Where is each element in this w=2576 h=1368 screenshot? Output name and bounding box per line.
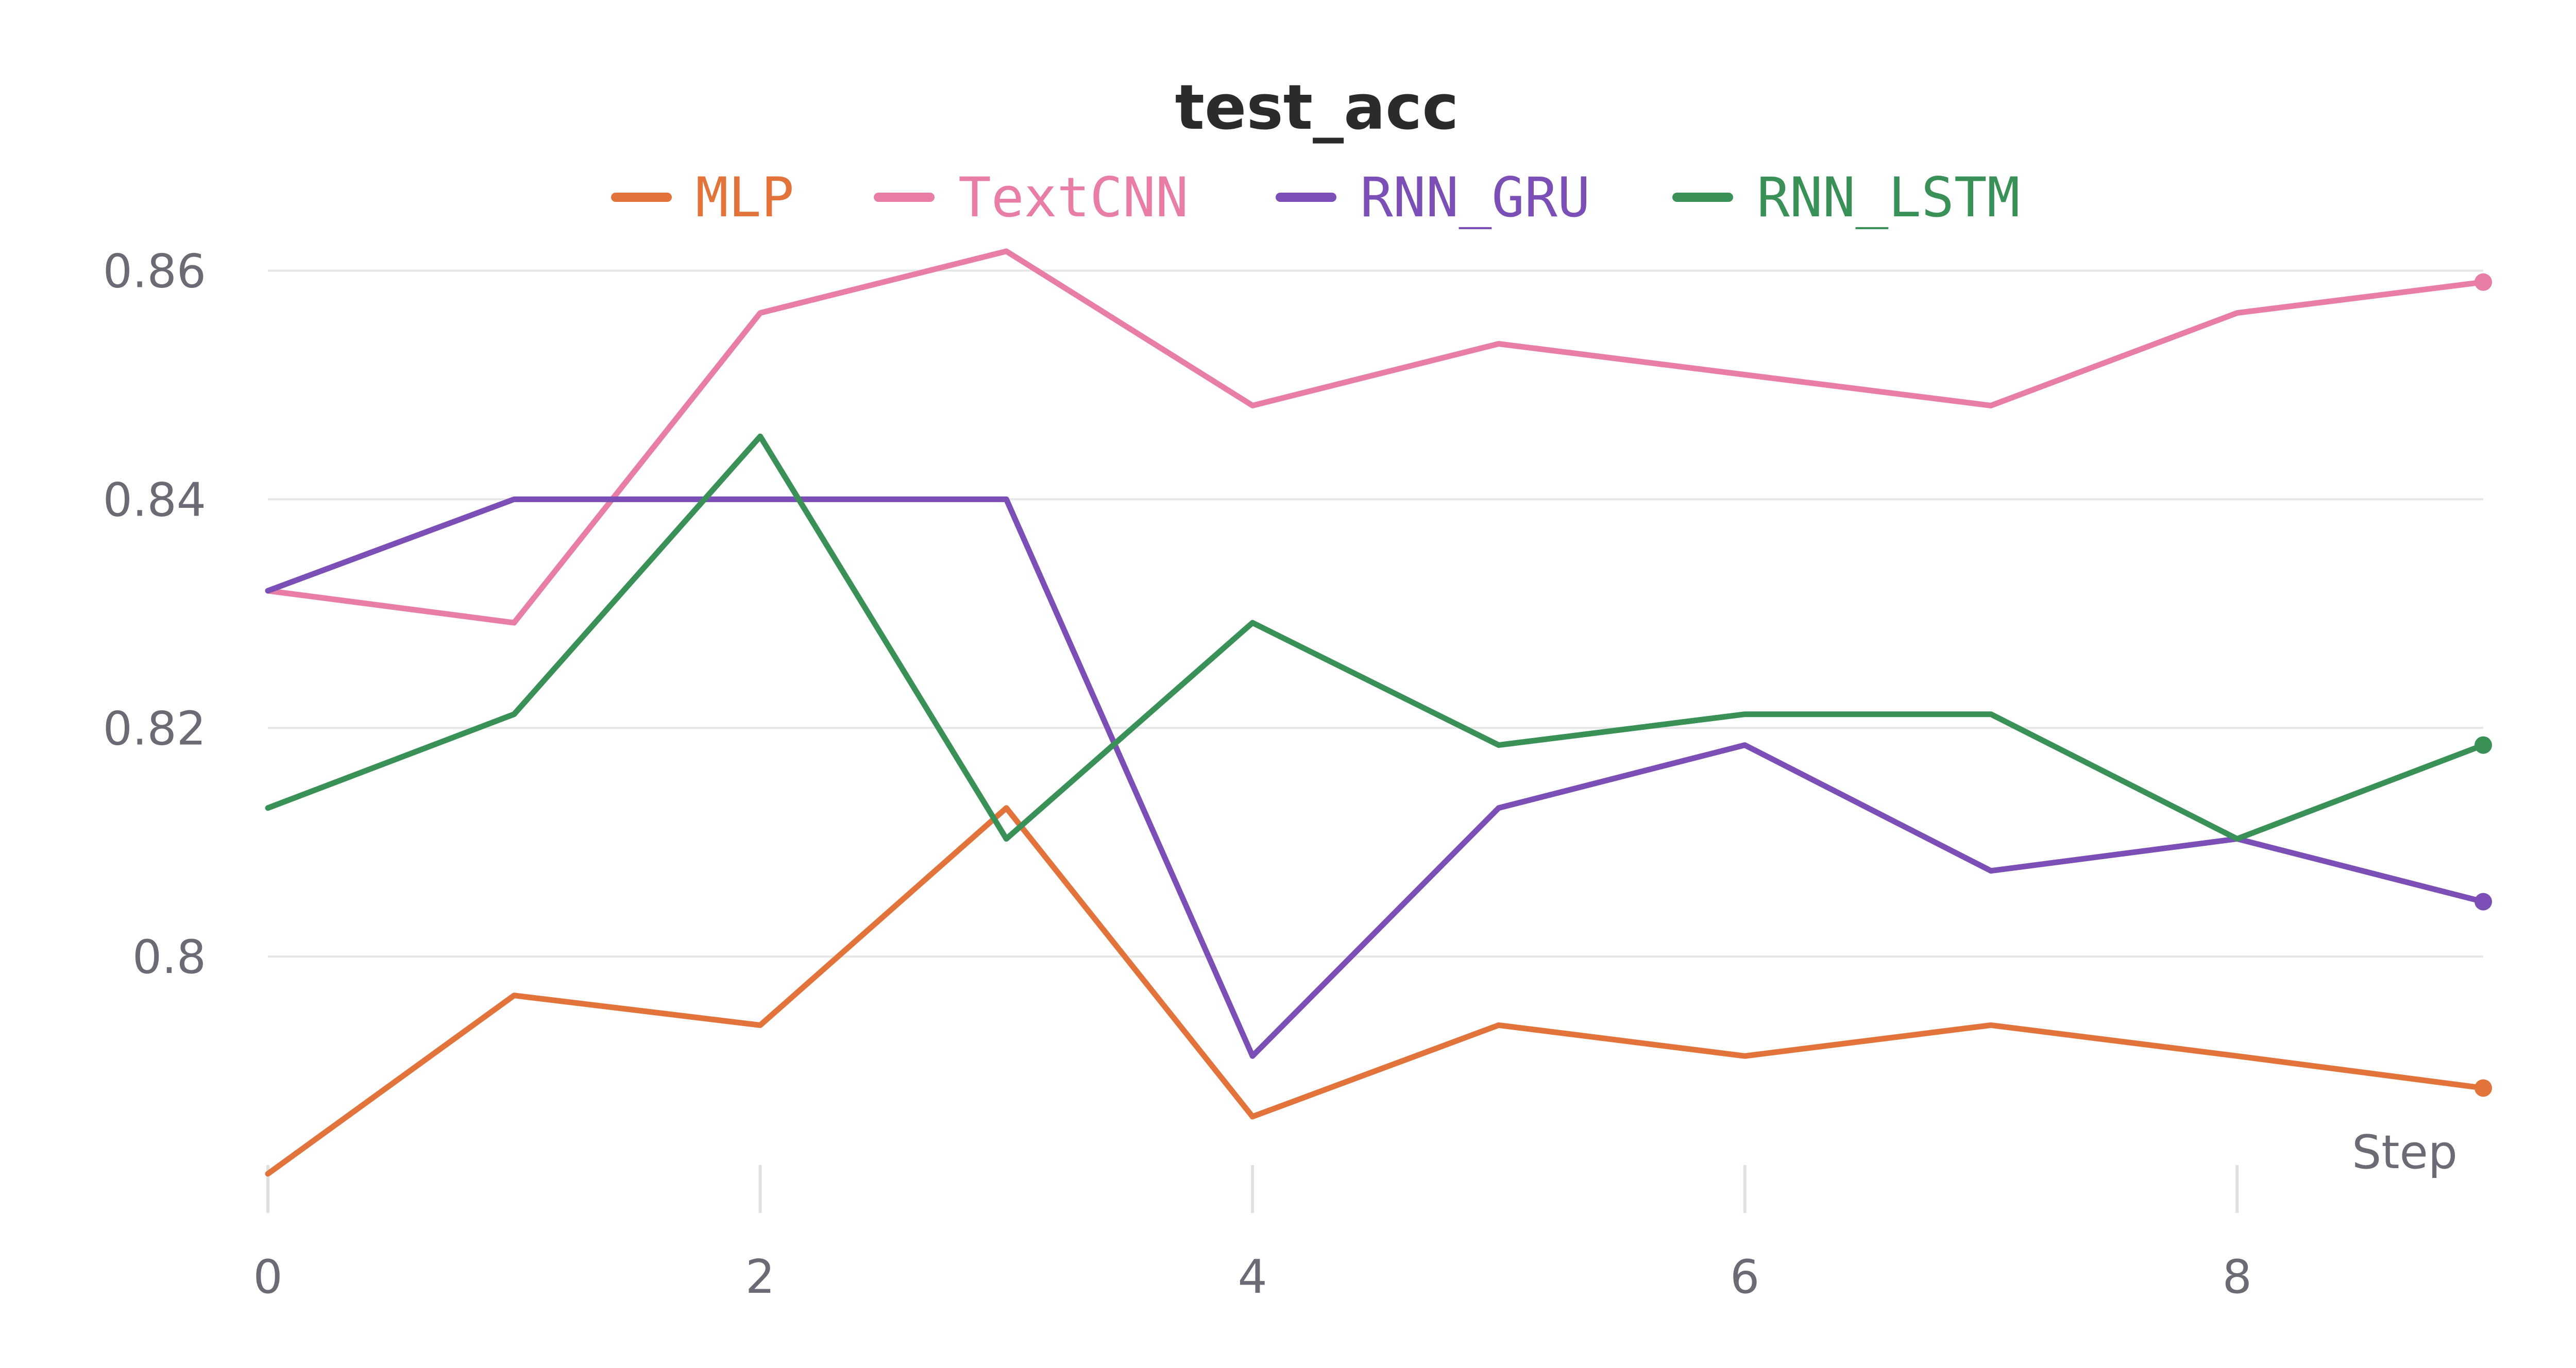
y-tick-label: 0.84 xyxy=(103,473,206,527)
x-tick-label: 4 xyxy=(1238,1250,1267,1304)
series-endpoint-textcnn xyxy=(2475,273,2492,291)
legend-item-rnn-gru: RNN_GRU xyxy=(1276,166,1590,229)
series-lines xyxy=(265,248,2492,1177)
legend-label: MLP xyxy=(696,166,794,229)
legend: MLP TextCNN RNN_GRU RNN_LSTM xyxy=(611,166,2020,229)
series-line-textcnn xyxy=(265,248,2486,626)
y-tick-label: 0.86 xyxy=(103,244,206,298)
chart-title: test_acc xyxy=(1175,72,1459,144)
legend-label: RNN_GRU xyxy=(1360,166,1590,229)
x-tick-label: 6 xyxy=(1730,1250,1759,1304)
x-tick-label: 2 xyxy=(745,1250,775,1304)
x-tick-label: 0 xyxy=(253,1250,282,1304)
y-tick-label: 0.82 xyxy=(103,702,206,756)
series-line-rnn-lstm xyxy=(265,433,2486,842)
series-endpoint-mlp xyxy=(2475,1079,2492,1097)
series-endpoint-rnn-lstm xyxy=(2475,736,2492,754)
legend-item-mlp: MLP xyxy=(611,166,794,229)
x-axis: 0 2 4 6 8 xyxy=(253,1165,2252,1304)
legend-label: TextCNN xyxy=(958,166,1189,229)
series-line-rnn-gru xyxy=(265,496,2486,1059)
y-tick-label: 0.8 xyxy=(132,930,206,984)
x-axis-label: Step xyxy=(2352,1125,2458,1179)
y-axis: 0.8 0.82 0.84 0.86 xyxy=(103,244,206,984)
legend-item-textcnn: TextCNN xyxy=(874,166,1189,229)
legend-item-rnn-lstm: RNN_LSTM xyxy=(1672,166,2020,229)
series-line-mlp xyxy=(265,805,2486,1177)
series-endpoint-rnn-gru xyxy=(2475,893,2492,911)
legend-label: RNN_LSTM xyxy=(1757,166,2020,229)
x-tick-label: 8 xyxy=(2223,1250,2252,1304)
